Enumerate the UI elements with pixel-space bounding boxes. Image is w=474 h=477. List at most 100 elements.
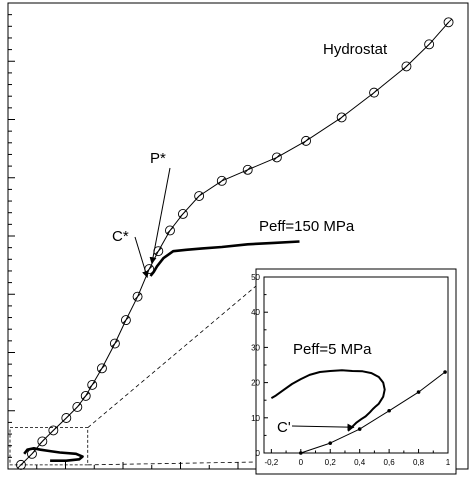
zoom-rect [9,427,89,466]
arrow-c-prime [291,423,355,431]
inset-y-tick-label: 0 [256,449,261,458]
inset-series-line-2 [270,369,386,432]
zoom-connector-bottom [87,461,257,466]
marker-circle [27,448,37,459]
marker-slash [38,437,46,445]
marker-circle [109,338,120,349]
series-marker-1 [443,17,454,28]
marker-circle [72,402,83,412]
marker-slash [273,153,281,161]
series-line-3 [23,446,84,463]
series-marker-1 [165,225,175,236]
inset-series-line-1 [300,371,446,454]
series-marker-1 [194,191,205,201]
marker-circle [120,315,131,326]
marker-circle [242,164,253,175]
inset-series-markers [299,370,447,455]
inset-x-tick-label: 0,2 [325,458,337,467]
inset-y-tick-label: 20 [251,379,260,388]
marker-slash [154,247,162,255]
inset-series-marker-1 [416,390,421,394]
series-marker-1 [37,436,48,447]
marker-slash [98,364,106,372]
marker-circle [96,363,107,374]
inset-x-tick-label: 1 [446,458,451,467]
marker-slash [402,62,410,70]
marker-slash [370,89,378,97]
marker-slash [122,316,130,324]
marker-circle [216,175,227,186]
inset-y-tick-label: 40 [251,308,260,317]
marker-slash [88,381,96,389]
main-annotations: Hydrostat P* C* Peff=150 MPa [112,41,388,279]
series-marker-1 [109,338,120,349]
inset-series-marker-1 [387,408,391,413]
inset-series-lines [270,369,446,454]
marker-slash [49,426,57,434]
series-marker-1 [216,175,227,186]
annotation-peff-5: Peff=5 MPa [293,341,372,358]
marker-circle [37,436,48,447]
zoom-connector-top [87,285,257,428]
series-marker-1 [401,61,412,72]
series-marker-1 [61,413,72,423]
marker-slash [445,18,453,26]
marker-slash [28,450,36,458]
marker-slash [62,414,70,422]
inset-x-tick-label: -0,2 [264,458,278,467]
marker-slash [195,192,203,200]
marker-slash [145,265,153,273]
marker-circle [80,390,91,401]
series-marker-1 [242,164,253,175]
marker-slash [82,392,90,400]
marker-circle [401,61,412,72]
main-chart: Hydrostat P* C* Peff=150 MPa [7,2,469,470]
arrow-c-star [134,236,149,279]
inset-y-tick-label: 10 [251,414,260,423]
inset-series-marker-1 [328,441,333,445]
marker-circle [369,87,380,98]
series-marker-1 [424,39,435,50]
marker-circle [87,379,98,390]
annotation-peff-150: Peff=150 MPa [259,218,355,235]
marker-slash [425,40,433,48]
marker-circle [61,413,72,423]
marker-slash [73,403,81,411]
inset-x-tick-label: 0,4 [354,458,366,467]
marker-circle [301,135,311,146]
marker-circle [424,39,435,50]
marker-circle [336,112,347,123]
marker-circle [48,425,59,436]
series-marker-1 [132,291,143,302]
series-marker-1 [72,402,83,412]
marker-slash [338,113,346,121]
marker-circle [443,17,454,28]
arrow-p-star [149,167,171,265]
series-marker-1 [48,425,59,436]
inset-axis-ticks [264,276,449,454]
marker-slash [179,210,187,218]
series-line-2 [149,240,300,277]
marker-slash [302,137,310,145]
marker-slash [111,340,119,348]
inset-series-marker-1 [299,451,303,455]
main-axis-ticks [7,2,469,470]
series-marker-1 [301,135,311,146]
marker-slash [134,293,142,301]
series-marker-1 [87,379,98,390]
marker-circle [165,225,175,236]
zoom-region-box [9,285,257,466]
marker-circle [194,191,205,201]
series-marker-1 [120,315,131,326]
series-marker-1 [177,208,188,219]
marker-circle [177,208,188,219]
main-series-markers [16,17,454,470]
annotation-c-star: C* [112,228,129,245]
series-marker-1 [80,390,91,401]
marker-circle [132,291,143,302]
inset-x-tick-label: 0 [299,458,304,467]
inset-series-marker-1 [357,427,362,431]
